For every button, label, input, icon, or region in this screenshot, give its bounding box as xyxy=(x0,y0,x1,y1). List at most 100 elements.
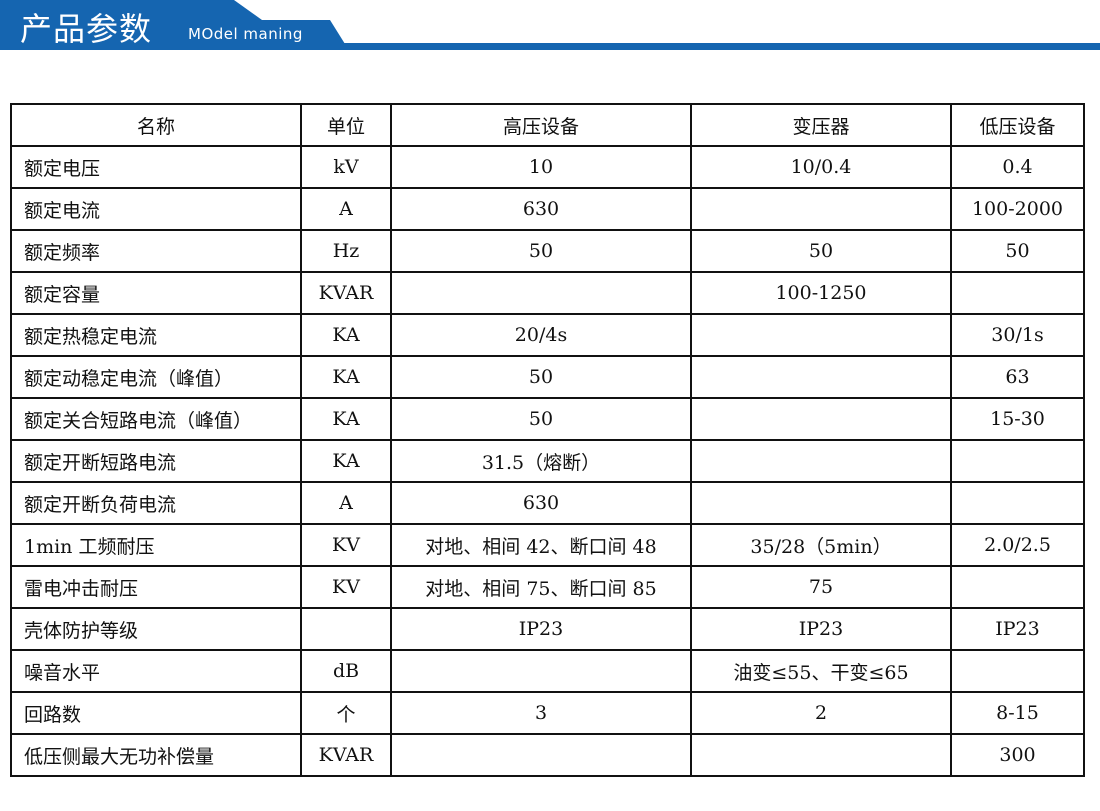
table-cell xyxy=(300,607,392,651)
table-cell xyxy=(690,481,952,525)
row-label: 额定频率 xyxy=(10,229,302,273)
table-cell: 31.5（熔断） xyxy=(390,439,692,483)
table-row: 额定电压 kV 10 10/0.4 0.4 xyxy=(10,145,1085,189)
table-cell xyxy=(690,397,952,441)
table-cell: A xyxy=(300,187,392,231)
table-cell: KA xyxy=(300,397,392,441)
table-cell: 100-1250 xyxy=(690,271,952,315)
row-label: 1min 工频耐压 xyxy=(10,523,302,567)
column-header: 单位 xyxy=(300,103,392,147)
table-cell: 15-30 xyxy=(950,397,1085,441)
table-cell: KVAR xyxy=(300,271,392,315)
row-label: 额定开断负荷电流 xyxy=(10,481,302,525)
table-cell: 75 xyxy=(690,565,952,609)
row-label: 额定电流 xyxy=(10,187,302,231)
table-cell: 2.0/2.5 xyxy=(950,523,1085,567)
table-cell: 3 xyxy=(390,691,692,735)
row-label: 额定动稳定电流（峰值） xyxy=(10,355,302,399)
column-header: 低压设备 xyxy=(950,103,1085,147)
column-header: 名称 xyxy=(10,103,302,147)
table-cell xyxy=(950,565,1085,609)
table-row: 额定开断负荷电流 A 630 xyxy=(10,481,1085,525)
table-row: 额定热稳定电流 KA 20/4s 30/1s xyxy=(10,313,1085,357)
table-cell xyxy=(950,439,1085,483)
row-label: 回路数 xyxy=(10,691,302,735)
table-cell: KVAR xyxy=(300,733,392,777)
table-cell: 油变≤55、干变≤65 xyxy=(690,649,952,693)
column-header: 变压器 xyxy=(690,103,952,147)
table-cell: 50 xyxy=(390,229,692,273)
table-cell xyxy=(690,187,952,231)
table-cell: 35/28（5min） xyxy=(690,523,952,567)
table-cell: 50 xyxy=(950,229,1085,273)
table-cell: 50 xyxy=(390,397,692,441)
header-banner: 产品参数 MOdel maning xyxy=(0,0,1100,52)
row-label: 壳体防护等级 xyxy=(10,607,302,651)
table-cell: KA xyxy=(300,313,392,357)
table-cell: 63 xyxy=(950,355,1085,399)
table-row: 额定频率 Hz 50 50 50 xyxy=(10,229,1085,273)
table-cell xyxy=(950,649,1085,693)
table-cell: KV xyxy=(300,565,392,609)
table-cell: 20/4s xyxy=(390,313,692,357)
table-cell: 10/0.4 xyxy=(690,145,952,189)
table-cell: 630 xyxy=(390,481,692,525)
table-row: 额定电流 A 630 100-2000 xyxy=(10,187,1085,231)
table-cell: 2 xyxy=(690,691,952,735)
column-header: 高压设备 xyxy=(390,103,692,147)
table-cell: KV xyxy=(300,523,392,567)
table-row: 雷电冲击耐压 KV 对地、相间 75、断口间 85 75 xyxy=(10,565,1085,609)
table-cell: KA xyxy=(300,439,392,483)
table-cell: 8-15 xyxy=(950,691,1085,735)
table-cell: 0.4 xyxy=(950,145,1085,189)
table-cell xyxy=(690,439,952,483)
table-cell: 630 xyxy=(390,187,692,231)
table-cell xyxy=(690,355,952,399)
row-label: 额定开断短路电流 xyxy=(10,439,302,483)
table-cell xyxy=(690,313,952,357)
table-cell: 30/1s xyxy=(950,313,1085,357)
table-cell xyxy=(950,271,1085,315)
table-row: 额定关合短路电流（峰值） KA 50 15-30 xyxy=(10,397,1085,441)
table-row: 壳体防护等级 IP23 IP23 IP23 xyxy=(10,607,1085,651)
table-row: 低压侧最大无功补偿量 KVAR 300 xyxy=(10,733,1085,777)
table-cell: 个 xyxy=(300,691,392,735)
row-label: 雷电冲击耐压 xyxy=(10,565,302,609)
page-subtitle: MOdel maning xyxy=(188,25,303,43)
table-cell: 300 xyxy=(950,733,1085,777)
row-label: 额定电压 xyxy=(10,145,302,189)
table-header-row: 名称 单位 高压设备 变压器 低压设备 xyxy=(10,103,1085,147)
table-cell: dB xyxy=(300,649,392,693)
table-cell: 对地、相间 42、断口间 48 xyxy=(390,523,692,567)
table-cell: Hz xyxy=(300,229,392,273)
spec-table: 名称 单位 高压设备 变压器 低压设备 额定电压 kV 10 10/0.4 0.4 额定电流 A 63… xyxy=(10,103,1085,777)
row-label: 低压侧最大无功补偿量 xyxy=(10,733,302,777)
table-cell: 50 xyxy=(390,355,692,399)
row-label: 额定容量 xyxy=(10,271,302,315)
row-label: 噪音水平 xyxy=(10,649,302,693)
table-cell xyxy=(390,271,692,315)
table-row: 额定容量 KVAR 100-1250 xyxy=(10,271,1085,315)
table-row: 回路数个 3 2 8-15 xyxy=(10,691,1085,735)
table-cell xyxy=(390,733,692,777)
row-label: 额定关合短路电流（峰值） xyxy=(10,397,302,441)
page-title: 产品参数 xyxy=(20,10,153,48)
table-cell xyxy=(950,481,1085,525)
row-label: 额定热稳定电流 xyxy=(10,313,302,357)
table-cell: IP23 xyxy=(950,607,1085,651)
table-cell: IP23 xyxy=(390,607,692,651)
table-cell: 10 xyxy=(390,145,692,189)
table-cell xyxy=(390,649,692,693)
table-row: 额定动稳定电流（峰值） KA 50 63 xyxy=(10,355,1085,399)
table-cell: IP23 xyxy=(690,607,952,651)
table-cell: kV xyxy=(300,145,392,189)
table-cell: A xyxy=(300,481,392,525)
table-cell: 100-2000 xyxy=(950,187,1085,231)
table-cell: KA xyxy=(300,355,392,399)
table-row: 噪音水平 dB 油变≤55、干变≤65 xyxy=(10,649,1085,693)
table-row: 额定开断短路电流 KA 31.5（熔断） xyxy=(10,439,1085,483)
banner-shape xyxy=(0,0,1100,50)
table-cell xyxy=(690,733,952,777)
table-row: 1min 工频耐压 KV 对地、相间 42、断口间 48 35/28（5min） 2.0… xyxy=(10,523,1085,567)
table-cell: 50 xyxy=(690,229,952,273)
